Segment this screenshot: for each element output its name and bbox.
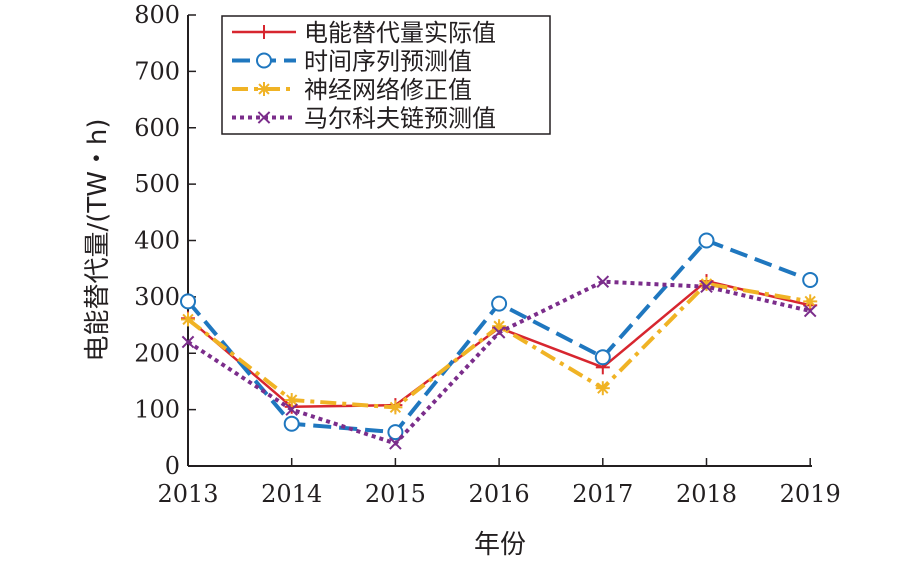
data-point (181, 312, 195, 327)
marker-stroke (286, 394, 298, 406)
x-tick-label: 2017 (572, 480, 633, 508)
y-tick-label: 400 (134, 227, 180, 255)
marker-stroke (492, 326, 506, 339)
y-tick-label: 700 (134, 57, 180, 85)
marker-stroke (597, 382, 609, 394)
marker-stroke (257, 111, 271, 124)
data-point (700, 280, 713, 294)
legend-label: 神经网络修正值 (304, 76, 472, 104)
legend-marker (257, 111, 271, 124)
data-point (491, 295, 508, 312)
data-point (387, 424, 404, 441)
x-tick-label: 2014 (261, 480, 322, 508)
marker-stroke (389, 437, 402, 450)
marker-stroke (181, 335, 195, 349)
y-tick-label: 100 (134, 396, 180, 424)
y-tick-label: 600 (134, 114, 180, 142)
x-axis-title: 年份 (474, 530, 526, 560)
marker-stroke (700, 280, 713, 294)
y-tick-label: 800 (134, 1, 180, 29)
data-point (698, 232, 715, 249)
x-tick-label: 2016 (469, 480, 530, 508)
data-point (596, 275, 610, 288)
data-point (803, 304, 817, 318)
data-point (389, 437, 402, 450)
marker-stroke (596, 275, 610, 288)
legend-marker (257, 82, 271, 96)
data-point (284, 393, 299, 408)
marker-stroke (182, 313, 194, 326)
data-point (283, 415, 300, 432)
y-tick-label: 300 (134, 283, 180, 311)
x-tick-label: 2018 (676, 480, 737, 508)
legend-box (221, 15, 551, 135)
series-line (186, 238, 811, 435)
legend-marker (257, 25, 271, 39)
marker-stroke (804, 295, 816, 308)
legend-label: 电能替代量实际值 (304, 19, 496, 47)
data-point (803, 294, 818, 309)
marker-stroke (803, 304, 817, 318)
x-tick-label: 2015 (365, 480, 426, 508)
legend-item: 电能替代量实际值 (232, 19, 496, 47)
data-point (594, 349, 611, 366)
data-point (492, 326, 506, 339)
legend-item: 马尔科夫链预测值 (232, 105, 496, 133)
data-point (181, 335, 195, 349)
series-1 (181, 274, 818, 414)
marker-stroke (258, 83, 270, 95)
legend-item: 神经网络修正值 (232, 76, 472, 104)
legend-label: 时间序列预测值 (304, 48, 472, 76)
data-point (180, 293, 196, 310)
data-point (388, 400, 403, 415)
series-layer (180, 232, 819, 450)
y-tick-label: 200 (134, 339, 180, 367)
legend-label: 马尔科夫链预测值 (304, 105, 496, 133)
legend-marker (256, 52, 272, 69)
legend-item: 时间序列预测值 (232, 48, 472, 76)
y-tick-label: 500 (134, 170, 180, 198)
x-tick-label: 2019 (780, 480, 841, 508)
axes: 0 100 200 300 400 500 600 700 800 2013 2014 2015 201… (134, 1, 841, 508)
data-point (595, 381, 610, 396)
marker-stroke (389, 401, 402, 414)
y-axis-title: 电能替代量/(TW・h) (83, 118, 113, 361)
data-point (285, 403, 299, 416)
x-tick-label: 2013 (157, 480, 218, 508)
data-point (802, 271, 819, 288)
series-4 (181, 275, 817, 450)
series-3 (181, 276, 818, 415)
y-tick-label: 0 (165, 452, 180, 480)
series-2 (180, 232, 819, 441)
marker-stroke (285, 403, 299, 416)
